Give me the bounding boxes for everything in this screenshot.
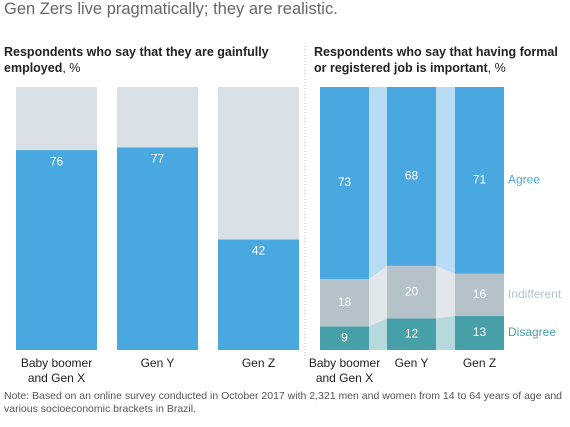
bar-segment [455, 315, 504, 350]
connector [369, 87, 387, 279]
value-label: 68 [405, 169, 419, 183]
bar-segment [320, 278, 369, 327]
value-label: 18 [338, 295, 352, 309]
value-label: 71 [473, 173, 487, 187]
page-title: Gen Zers live pragmatically; they are re… [4, 0, 338, 18]
x-tick-label: Gen Y [140, 356, 175, 370]
legend-label: Disagree [508, 325, 556, 339]
subtitle-text: Respondents who say that having formal o… [314, 45, 558, 75]
value-label: 73 [338, 175, 352, 189]
x-tick-label: Gen Y [394, 356, 429, 370]
x-tick-label: Baby boomer and Gen X [308, 356, 381, 385]
bar-segment [320, 87, 369, 279]
bar-segment [455, 87, 504, 274]
note: Note: Based on an online survey conducte… [4, 390, 563, 415]
panel-subtitle: Respondents who say that they are gainfu… [4, 44, 289, 76]
bar [218, 239, 299, 350]
bar-segment [387, 318, 436, 350]
subtitle-unit: , % [62, 61, 81, 75]
value-label: 42 [252, 244, 266, 258]
value-label: 9 [341, 330, 348, 344]
legend-label: Indifferent [508, 287, 562, 301]
bar-segment [387, 87, 436, 266]
legend-label: Agree [508, 173, 540, 187]
connector [436, 315, 455, 350]
x-tick-label: Gen Z [462, 356, 497, 370]
connector [369, 265, 387, 327]
connector [436, 265, 455, 319]
value-label: 12 [405, 326, 419, 340]
bar [16, 150, 97, 350]
x-tick-label: Baby boomer and Gen X [20, 356, 93, 385]
value-label: 76 [50, 154, 64, 168]
bar-segment [455, 273, 504, 316]
value-label: 77 [151, 152, 165, 166]
subtitle-text: Respondents who say that they are gainfu… [4, 45, 269, 75]
bar-segment [387, 265, 436, 319]
connector [369, 318, 387, 350]
bar-segment [320, 326, 369, 350]
value-label: 20 [405, 284, 419, 298]
subtitle-unit: , % [487, 61, 506, 75]
value-label: 13 [473, 325, 487, 339]
x-tick-label: Gen Z [241, 356, 276, 370]
bar [117, 147, 198, 350]
value-label: 16 [473, 287, 487, 301]
panel-subtitle: Respondents who say that having formal o… [314, 44, 564, 76]
connector [436, 87, 455, 274]
